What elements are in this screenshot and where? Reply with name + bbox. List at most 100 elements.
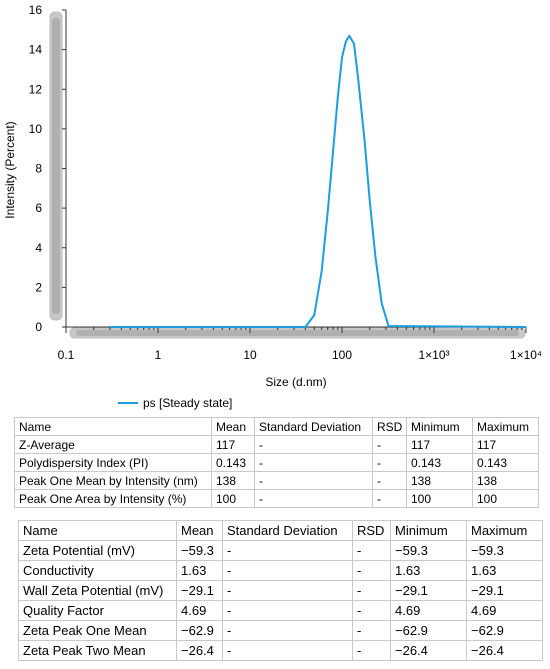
table-cell: 4.69 (466, 600, 543, 621)
legend-label: ps [Steady state] (143, 396, 232, 410)
table-cell: −62.9 (176, 620, 223, 641)
table-cell: 1.63 (390, 560, 467, 581)
table-cell: 4.69 (176, 600, 223, 621)
column-header: Name (18, 520, 177, 541)
table-cell: - (352, 620, 391, 641)
column-header: Maximum (466, 520, 543, 541)
table-cell: - (352, 560, 391, 581)
y-tick-label: 2 (35, 280, 42, 294)
table-row: Wall Zeta Potential (mV) −29.1 - - −29.1… (18, 580, 543, 601)
table-cell: - (222, 620, 353, 641)
table-row: Zeta Potential (mV) −59.3 - - −59.3 −59.… (18, 540, 543, 561)
intensity-size-chart: 0 2 4 6 8 10 12 14 16 0.1 1 10 100 1×10³ 1×10⁴ Intensi… (3, 3, 542, 410)
table-cell: - (254, 435, 373, 454)
vertical-scrollbar-thumb[interactable] (52, 18, 60, 314)
table-cell: 0.143 (211, 453, 255, 472)
table-cell: −59.3 (176, 540, 223, 561)
table-cell: −62.9 (466, 620, 543, 641)
table-cell: Polydispersity Index (PI) (14, 453, 212, 472)
table-row: Zeta Peak Two Mean −26.4 - - −26.4 −26.4 (18, 640, 543, 661)
table-cell: 117 (472, 435, 539, 454)
table-header-row: Name Mean Standard Deviation RSD Minimum… (14, 417, 539, 436)
table-row: Peak One Area by Intensity (%) 100 - - 1… (14, 489, 539, 508)
table-cell: 138 (406, 471, 473, 490)
y-axis-label: Intensity (Percent) (3, 121, 17, 218)
x-tick-label: 1×10³ (418, 348, 449, 362)
table-cell: 117 (211, 435, 255, 454)
table-cell: - (222, 540, 353, 561)
table-cell: - (352, 640, 391, 661)
table-header-row: Name Mean Standard Deviation RSD Minimum… (18, 520, 543, 541)
table-cell: 0.143 (406, 453, 473, 472)
series-line (109, 34, 527, 328)
table-cell: −26.4 (466, 640, 543, 661)
table-cell: - (372, 471, 407, 490)
table-row: Z-Average 117 - - 117 117 (14, 435, 539, 454)
column-header: Maximum (472, 417, 539, 436)
table-row: Peak One Mean by Intensity (nm) 138 - - … (14, 471, 539, 490)
table-row: Quality Factor 4.69 - - 4.69 4.69 (18, 600, 543, 621)
x-axis-label: Size (d.nm) (265, 375, 326, 389)
table-cell: Peak One Mean by Intensity (nm) (14, 471, 212, 490)
zeta-results-table: Name Mean Standard Deviation RSD Minimum… (18, 520, 543, 661)
column-header: RSD (372, 417, 407, 436)
table-cell: Conductivity (18, 560, 177, 581)
table-cell: - (372, 435, 407, 454)
table-cell: - (254, 471, 373, 490)
table-cell: - (222, 600, 353, 621)
column-header: RSD (352, 520, 391, 541)
column-header: Mean (176, 520, 223, 541)
column-header: Mean (211, 417, 255, 436)
table-cell: 100 (472, 489, 539, 508)
y-tick-label: 8 (35, 162, 42, 176)
y-tick-label: 0 (35, 320, 42, 334)
table-cell: Zeta Peak One Mean (18, 620, 177, 641)
x-tick-label: 0.1 (58, 348, 75, 362)
table-row: Conductivity 1.63 - - 1.63 1.63 (18, 560, 543, 581)
table-cell: - (372, 489, 407, 508)
table-cell: - (254, 489, 373, 508)
table-cell: - (352, 600, 391, 621)
y-tick-label: 6 (35, 201, 42, 215)
table-cell: Zeta Potential (mV) (18, 540, 177, 561)
table-cell: Zeta Peak Two Mean (18, 640, 177, 661)
table-cell: −29.1 (466, 580, 543, 601)
y-tick-label: 10 (29, 122, 43, 136)
y-tick-label: 12 (29, 82, 43, 96)
table-cell: - (352, 580, 391, 601)
table-cell: 0.143 (472, 453, 539, 472)
table-cell: 100 (211, 489, 255, 508)
table-cell: 117 (406, 435, 473, 454)
table-row: Polydispersity Index (PI) 0.143 - - 0.14… (14, 453, 539, 472)
x-tick-label: 1×10⁴ (510, 348, 542, 362)
table-cell: - (352, 540, 391, 561)
table-row: Zeta Peak One Mean −62.9 - - −62.9 −62.9 (18, 620, 543, 641)
table-cell: - (222, 560, 353, 581)
table-cell: Wall Zeta Potential (mV) (18, 580, 177, 601)
table-cell: 100 (406, 489, 473, 508)
column-header: Name (14, 417, 212, 436)
table-cell: 138 (472, 471, 539, 490)
horizontal-scrollbar-thumb[interactable] (76, 330, 519, 336)
table-cell: 4.69 (390, 600, 467, 621)
table-cell: −26.4 (390, 640, 467, 661)
table-cell: 138 (211, 471, 255, 490)
x-tick-label: 100 (332, 348, 352, 362)
table-cell: Peak One Area by Intensity (%) (14, 489, 212, 508)
table-cell: 1.63 (466, 560, 543, 581)
table-cell: - (254, 453, 373, 472)
table-cell: −59.3 (466, 540, 543, 561)
column-header: Minimum (406, 417, 473, 436)
column-header: Minimum (390, 520, 467, 541)
y-tick-label: 14 (29, 43, 43, 57)
axes: 0 2 4 6 8 10 12 14 16 0.1 1 10 100 1×10³ 1×10⁴ (29, 3, 542, 362)
table-cell: - (372, 453, 407, 472)
table-cell: 1.63 (176, 560, 223, 581)
table-cell: −26.4 (176, 640, 223, 661)
size-results-table: Name Mean Standard Deviation RSD Minimum… (14, 417, 539, 508)
y-tick-label: 4 (35, 241, 42, 255)
column-header: Standard Deviation (254, 417, 373, 436)
column-header: Standard Deviation (222, 520, 353, 541)
y-tick-label: 16 (29, 3, 43, 17)
x-tick-label: 10 (243, 348, 257, 362)
